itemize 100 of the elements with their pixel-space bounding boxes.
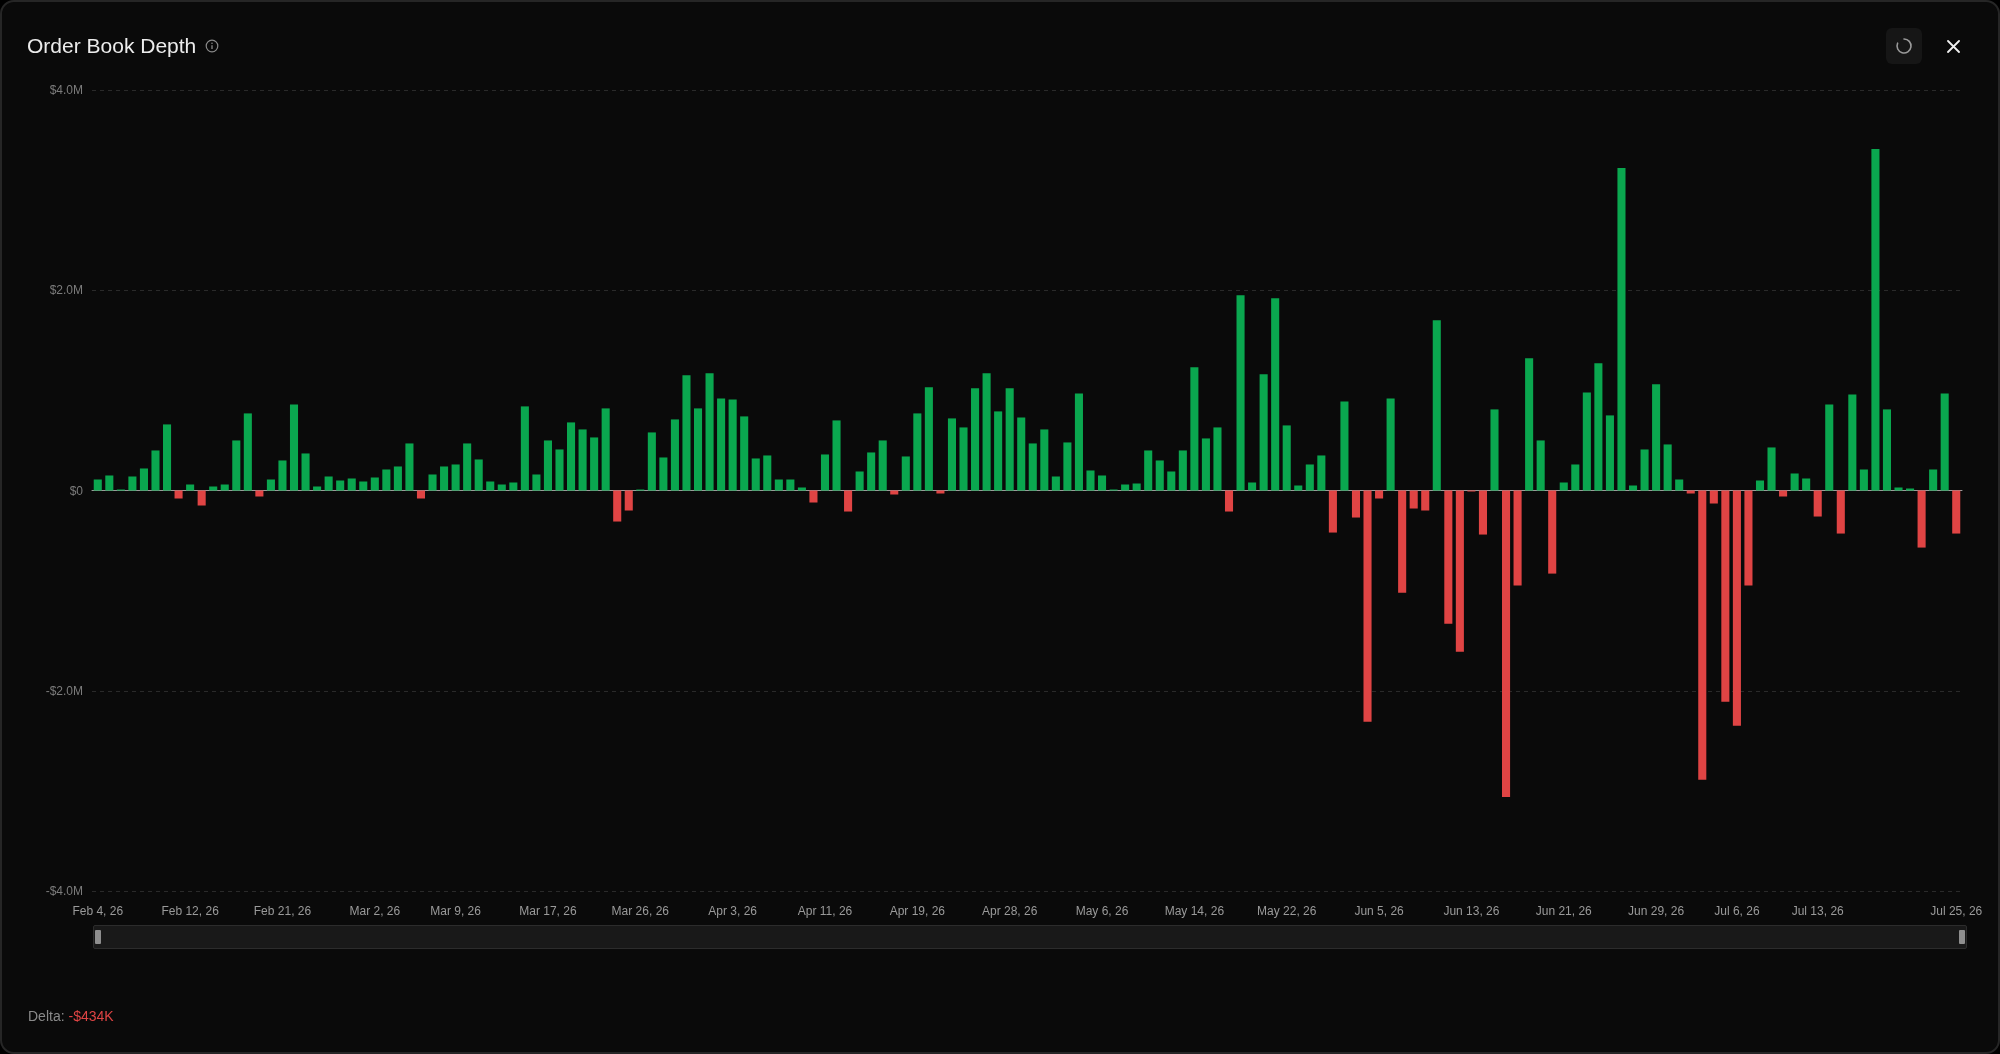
bar <box>174 490 183 499</box>
bar <box>994 411 1003 491</box>
bar <box>220 484 229 491</box>
bar <box>128 476 137 491</box>
chart-title: Order Book Depth <box>27 33 197 59</box>
bar <box>486 481 495 491</box>
bar <box>763 455 772 491</box>
bar <box>1017 417 1026 491</box>
bar <box>947 418 957 491</box>
x-tick-label: Mar 2, 26 <box>349 904 401 918</box>
bar <box>1755 480 1765 491</box>
bar <box>1051 476 1060 491</box>
bar <box>1917 490 1926 548</box>
bar <box>1513 490 1522 586</box>
bar <box>809 490 818 503</box>
x-tick-label: May 22, 26 <box>1257 904 1317 918</box>
bar <box>659 457 668 491</box>
bar <box>1882 409 1892 491</box>
bar <box>1213 427 1222 491</box>
x-tick-label: Jun 13, 26 <box>1443 904 1500 918</box>
bar <box>209 486 218 491</box>
bar <box>1086 470 1095 491</box>
bar <box>590 437 599 491</box>
bar <box>1652 384 1661 491</box>
bar <box>139 468 148 491</box>
bar <box>497 484 506 491</box>
bar <box>913 413 922 491</box>
x-tick-label: May 14, 26 <box>1164 904 1225 918</box>
bar <box>232 440 241 491</box>
bar <box>901 456 910 491</box>
bar <box>1432 320 1441 491</box>
x-tick-label: May 6, 26 <box>1075 904 1129 918</box>
y-tick-label: -$2.0M <box>45 683 83 698</box>
bar <box>1375 490 1384 499</box>
bar <box>509 482 518 491</box>
bar <box>1605 415 1614 491</box>
bar <box>867 452 876 491</box>
y-tick-label: $2.0M <box>49 283 83 298</box>
bar <box>289 404 299 491</box>
bar <box>1201 438 1210 491</box>
bar <box>682 375 691 491</box>
x-tick-label: Mar 17, 26 <box>519 904 577 918</box>
bar <box>359 481 368 491</box>
bar <box>1617 168 1626 491</box>
bar <box>1802 478 1811 491</box>
x-tick-label: Jul 13, 26 <box>1791 904 1845 918</box>
bar <box>613 490 622 522</box>
bar <box>313 486 322 491</box>
bar <box>971 388 980 491</box>
x-tick-label: Apr 3, 26 <box>708 904 758 918</box>
bar <box>1779 490 1788 497</box>
bar <box>786 479 795 491</box>
y-tick-label: $0 <box>69 483 84 498</box>
bar <box>1167 471 1176 491</box>
bar <box>693 408 703 491</box>
bar <box>624 490 633 511</box>
bar <box>578 429 587 491</box>
x-tick-label: Jul 6, 26 <box>1714 904 1760 918</box>
bar <box>832 420 841 491</box>
bar <box>520 406 529 491</box>
bar <box>1906 488 1915 491</box>
bar <box>1525 358 1534 491</box>
bar <box>393 466 402 491</box>
bar <box>1859 469 1868 491</box>
bar <box>301 453 310 491</box>
bar <box>347 478 356 491</box>
bar <box>1582 392 1591 491</box>
bar <box>162 424 172 491</box>
bar <box>924 387 933 491</box>
bar <box>1698 490 1707 780</box>
bar <box>1836 490 1845 534</box>
bar <box>1825 404 1834 491</box>
bar <box>1351 490 1361 518</box>
bar <box>1317 455 1326 491</box>
bar <box>1236 295 1245 491</box>
bar <box>567 422 576 491</box>
x-tick-label: Mar 9, 26 <box>430 904 482 918</box>
bar <box>1767 447 1776 491</box>
bar <box>774 479 783 491</box>
bar <box>728 399 737 491</box>
bar <box>1952 490 1961 534</box>
bar <box>1721 490 1730 702</box>
bar <box>1132 483 1141 491</box>
bar <box>451 464 460 491</box>
bar <box>1097 475 1107 491</box>
bar <box>1144 450 1153 491</box>
bar <box>844 490 853 512</box>
bar <box>1709 490 1718 504</box>
bar <box>1259 374 1268 491</box>
bar <box>1028 443 1037 491</box>
bar <box>370 477 379 491</box>
bar <box>1732 490 1741 726</box>
bar <box>1536 440 1545 491</box>
bar <box>1675 479 1684 491</box>
bar <box>105 475 114 491</box>
x-tick-label: Jun 21, 26 <box>1535 904 1593 918</box>
bar <box>1305 464 1314 491</box>
bar <box>959 427 968 491</box>
bar <box>1328 490 1337 533</box>
bar <box>855 471 864 491</box>
